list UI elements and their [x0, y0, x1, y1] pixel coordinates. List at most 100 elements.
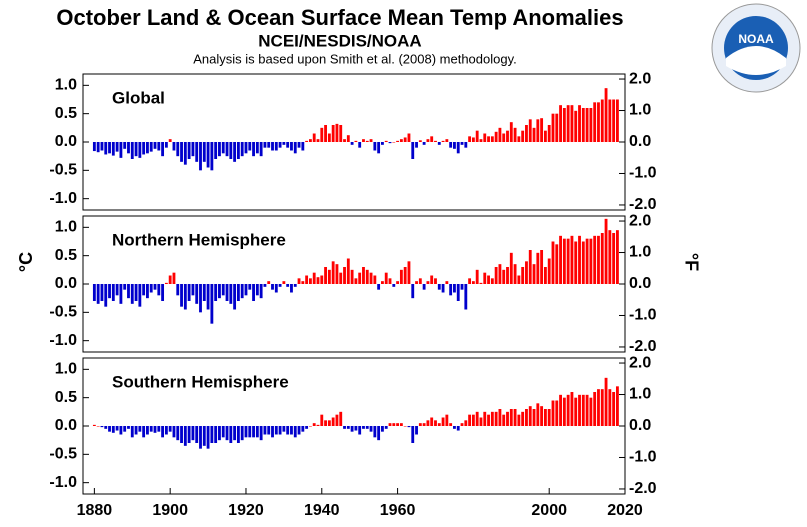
y2-tick-label: 2.0	[629, 354, 651, 371]
bar	[453, 142, 456, 149]
bar	[585, 394, 589, 426]
bar	[301, 142, 305, 151]
y-tick-label: 0.5	[55, 105, 77, 122]
bar	[111, 426, 115, 433]
bar	[593, 235, 597, 284]
bar	[415, 426, 418, 435]
bar	[354, 140, 358, 142]
bar	[282, 426, 286, 432]
bar	[221, 284, 225, 296]
bar	[130, 426, 134, 438]
y-tick-label: 1.0	[55, 219, 77, 236]
bar	[339, 411, 343, 426]
bar	[240, 426, 244, 441]
bar	[331, 261, 335, 284]
bar	[308, 426, 312, 427]
bar	[483, 411, 487, 426]
y2-tick-label: 1.0	[629, 102, 651, 119]
bar	[600, 99, 604, 142]
bar	[471, 281, 475, 284]
bar	[92, 284, 96, 301]
bar	[293, 142, 297, 154]
y-tick-label: -1.0	[49, 474, 77, 491]
bar	[115, 142, 119, 152]
bar	[252, 142, 255, 157]
bar	[168, 139, 172, 142]
bar	[142, 284, 146, 296]
bar	[111, 142, 115, 156]
bar	[149, 284, 153, 293]
bar	[574, 397, 578, 426]
bar	[399, 269, 403, 284]
bar	[600, 233, 604, 284]
bar	[138, 284, 142, 307]
bar	[263, 284, 267, 287]
bar	[350, 426, 354, 432]
y2-tick-label: 2.0	[629, 70, 651, 87]
bar	[422, 284, 426, 290]
bar	[278, 142, 282, 148]
bar	[411, 142, 415, 159]
bar	[494, 131, 498, 142]
bar	[506, 267, 509, 284]
bar	[324, 125, 327, 142]
bar	[324, 267, 327, 284]
bar	[384, 426, 388, 429]
x-tick-label: 1940	[304, 502, 340, 519]
bar	[312, 272, 316, 284]
y-tick-label: 1.0	[55, 361, 77, 378]
x-tick-label: 2000	[531, 502, 567, 519]
bar	[445, 414, 449, 426]
noaa-logo: NOAA	[711, 3, 801, 93]
bar	[562, 238, 566, 284]
panel-label: Global	[112, 88, 165, 107]
bar	[278, 426, 282, 435]
bar	[612, 99, 616, 142]
y2-tick-label: 1.0	[629, 386, 651, 403]
bar	[168, 426, 172, 432]
y2-tick-label: -1.0	[629, 307, 657, 324]
bar	[343, 139, 346, 142]
bar	[274, 142, 278, 151]
bar	[161, 426, 165, 438]
bar	[252, 284, 255, 301]
bar	[502, 414, 506, 426]
bar	[248, 426, 252, 438]
bar	[164, 142, 168, 148]
bar	[562, 108, 566, 142]
bar	[581, 108, 585, 142]
bar	[123, 426, 127, 432]
bar	[487, 275, 490, 284]
bar	[233, 284, 237, 310]
bar	[449, 284, 453, 296]
bar	[396, 423, 400, 426]
bar	[320, 275, 324, 284]
bar	[475, 411, 479, 426]
bar	[263, 142, 267, 148]
bar	[555, 244, 559, 284]
bar	[335, 123, 339, 142]
bar	[559, 105, 562, 142]
bar	[267, 142, 271, 148]
bar	[183, 142, 187, 165]
bar	[320, 414, 324, 426]
bar	[161, 142, 165, 157]
bar	[214, 142, 218, 159]
bar	[286, 284, 290, 287]
bar	[282, 142, 286, 145]
bar	[168, 275, 172, 284]
bar	[172, 272, 176, 284]
bar	[490, 278, 494, 284]
bar	[377, 426, 381, 441]
bar	[536, 252, 540, 284]
bar	[172, 142, 176, 151]
bar	[305, 275, 309, 284]
bar	[142, 426, 146, 438]
bar	[392, 423, 396, 426]
bar	[570, 105, 574, 142]
bar	[335, 264, 339, 284]
bar	[206, 142, 210, 168]
bar	[236, 284, 240, 301]
bar	[252, 426, 255, 438]
